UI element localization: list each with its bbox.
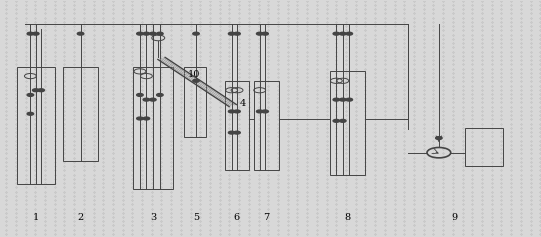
Circle shape <box>436 137 442 139</box>
Bar <box>184 67 206 137</box>
Text: 1: 1 <box>32 213 39 222</box>
Bar <box>330 71 365 175</box>
Circle shape <box>234 110 240 113</box>
Circle shape <box>346 32 353 35</box>
Text: 5: 5 <box>193 213 199 222</box>
Circle shape <box>157 94 163 96</box>
Circle shape <box>32 89 39 92</box>
Bar <box>63 67 98 161</box>
Circle shape <box>27 94 34 96</box>
Circle shape <box>137 117 143 120</box>
Circle shape <box>333 119 340 122</box>
Circle shape <box>143 98 150 101</box>
Circle shape <box>137 94 143 96</box>
Circle shape <box>193 32 199 35</box>
Circle shape <box>77 32 84 35</box>
Circle shape <box>27 112 34 115</box>
Circle shape <box>32 32 39 35</box>
Circle shape <box>340 32 346 35</box>
Text: 4: 4 <box>239 99 246 108</box>
Circle shape <box>150 32 156 35</box>
Circle shape <box>346 98 353 101</box>
Text: 2: 2 <box>77 213 84 222</box>
Circle shape <box>333 32 340 35</box>
Circle shape <box>143 117 150 120</box>
Circle shape <box>340 98 346 101</box>
Text: 3: 3 <box>150 213 156 222</box>
Circle shape <box>38 89 44 92</box>
Circle shape <box>228 32 235 35</box>
Bar <box>17 67 55 184</box>
Circle shape <box>157 32 163 35</box>
Text: 7: 7 <box>263 213 270 222</box>
Bar <box>225 81 249 170</box>
Circle shape <box>27 32 34 35</box>
Circle shape <box>143 32 150 35</box>
Circle shape <box>193 79 199 82</box>
Text: 10: 10 <box>188 70 200 79</box>
Circle shape <box>234 131 240 134</box>
Circle shape <box>228 110 235 113</box>
Bar <box>133 67 173 189</box>
Circle shape <box>228 131 235 134</box>
Text: 8: 8 <box>345 213 351 222</box>
Text: 9: 9 <box>451 213 457 222</box>
Circle shape <box>137 32 143 35</box>
Circle shape <box>262 110 268 113</box>
Circle shape <box>340 119 346 122</box>
Circle shape <box>234 32 240 35</box>
Circle shape <box>262 32 268 35</box>
Circle shape <box>256 110 263 113</box>
Bar <box>254 81 279 170</box>
Circle shape <box>150 98 156 101</box>
Circle shape <box>256 32 263 35</box>
Circle shape <box>333 98 340 101</box>
Bar <box>465 128 503 166</box>
Text: 6: 6 <box>234 213 240 222</box>
